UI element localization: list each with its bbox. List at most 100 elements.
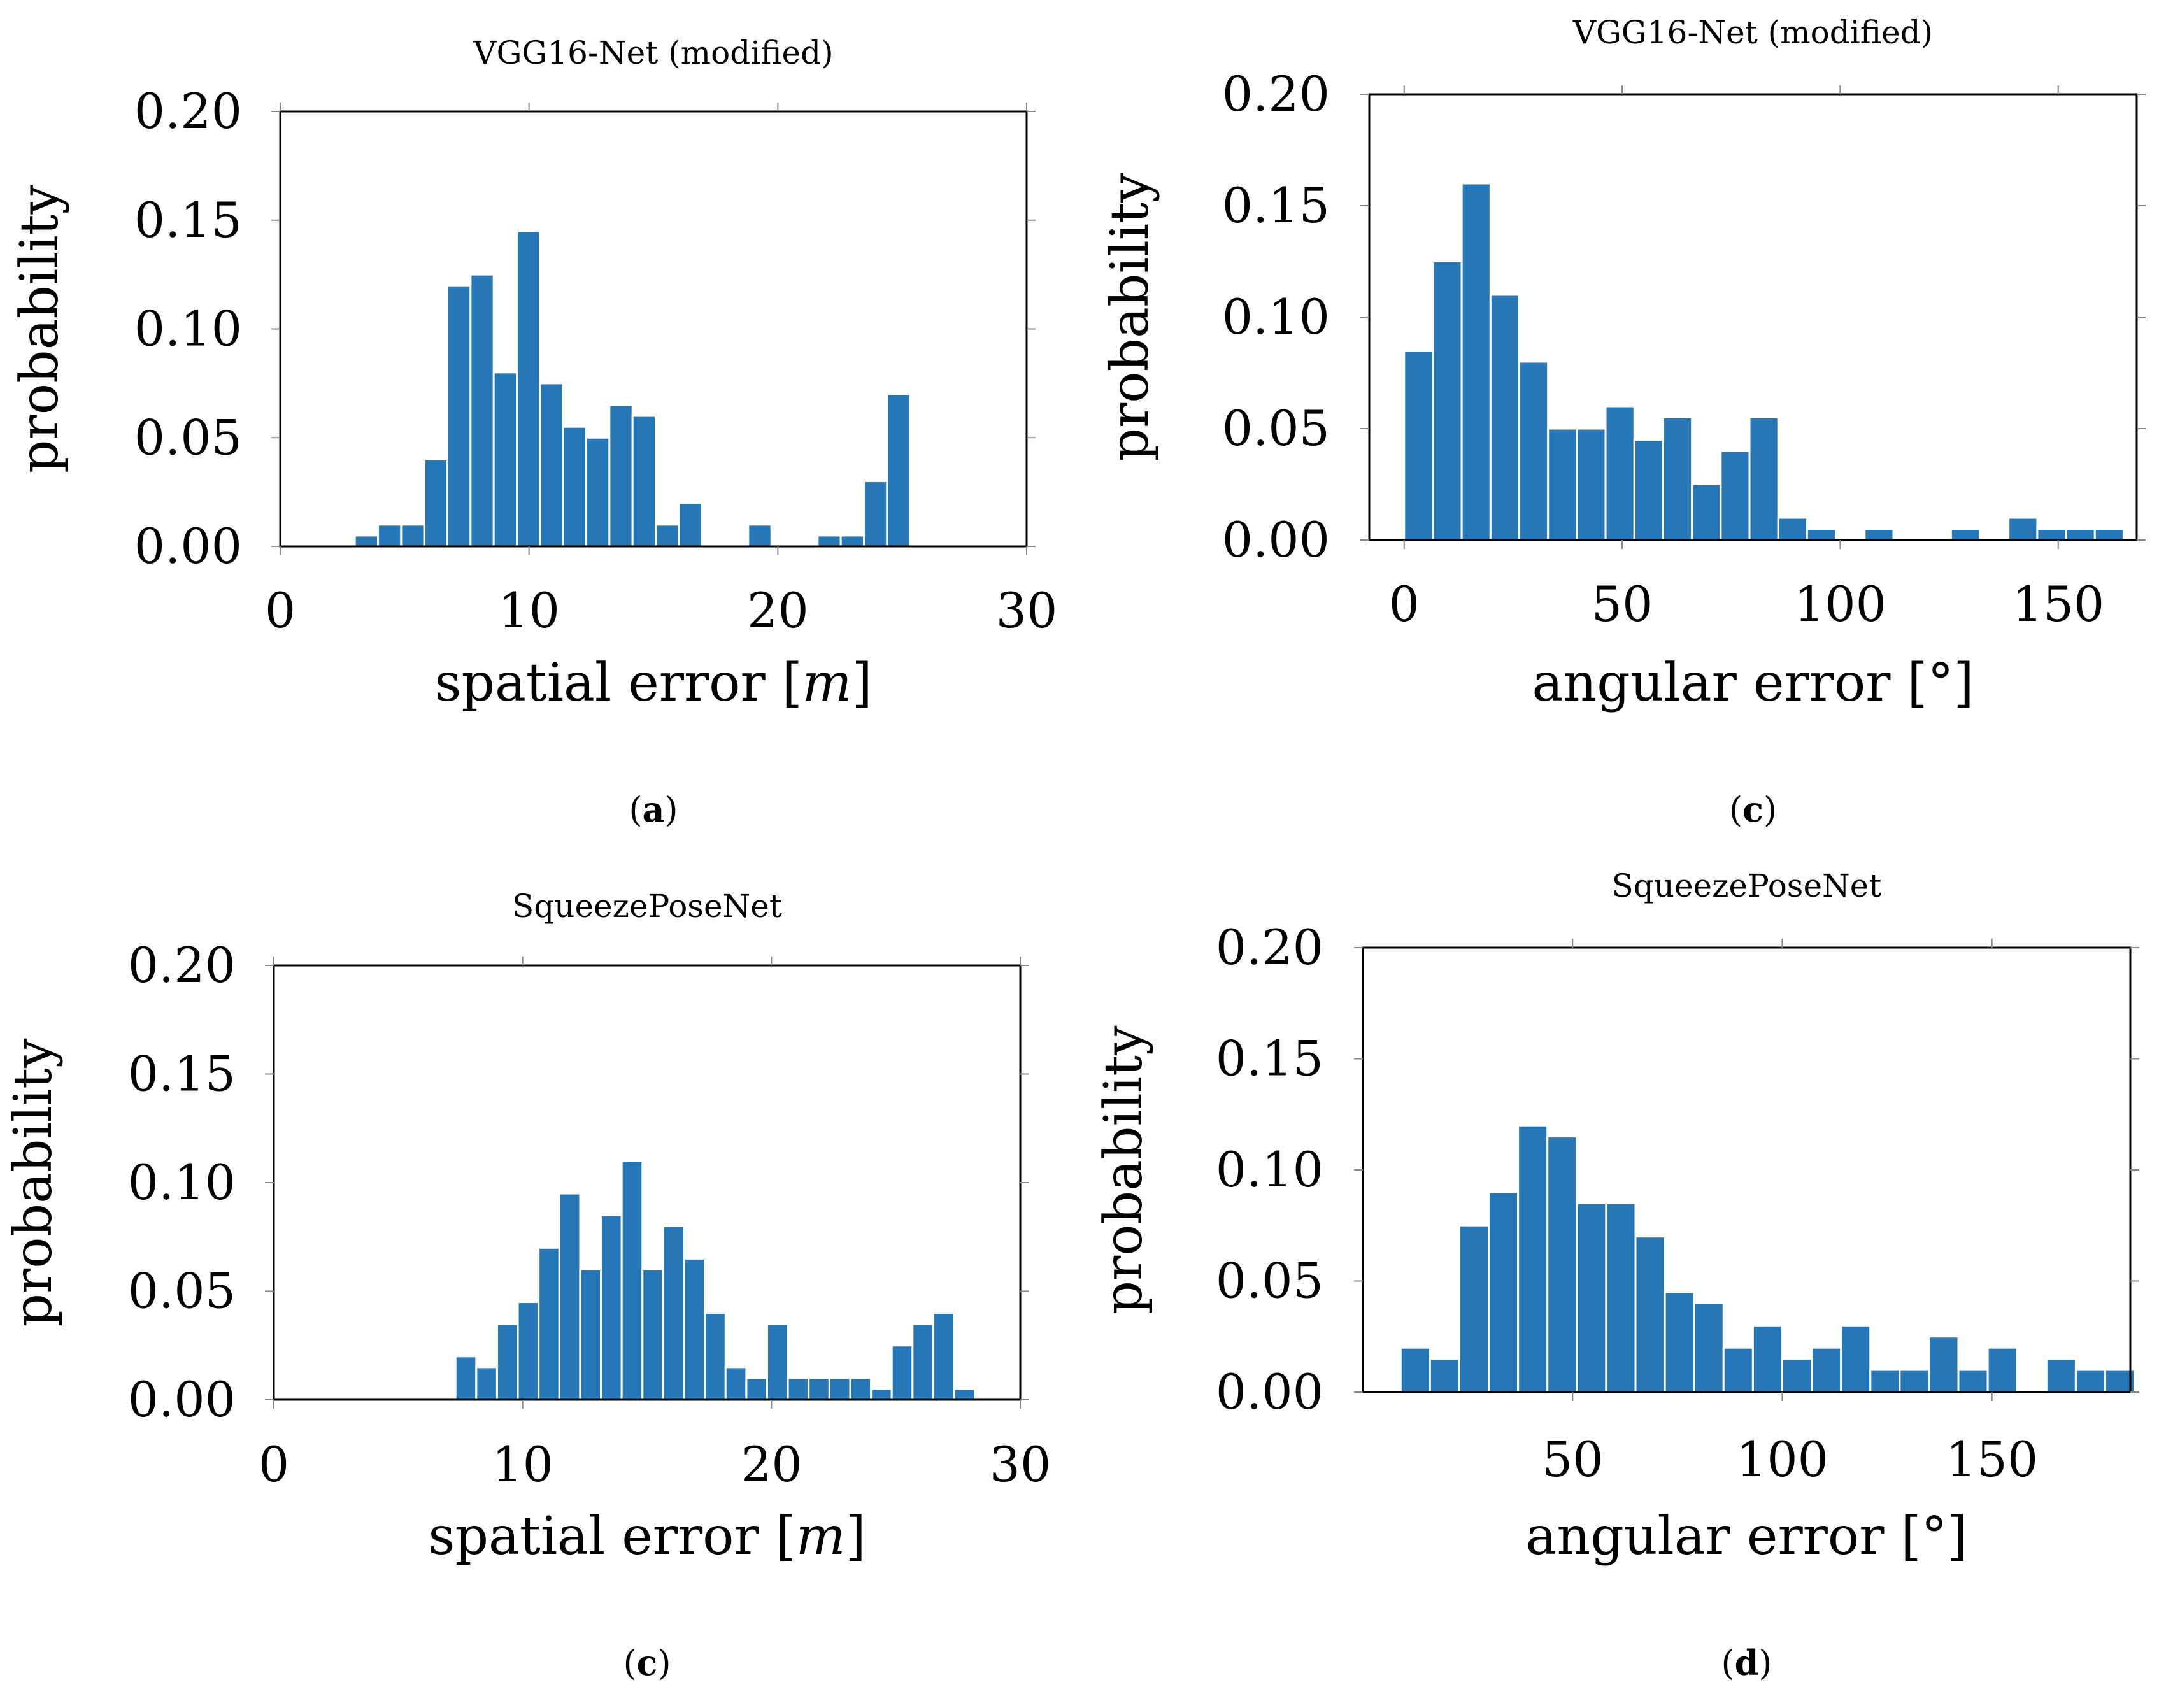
histogram-bar [538,1246,560,1401]
y-tick-label: 0.20 [1222,66,1330,122]
histogram-bar [1605,1202,1637,1393]
x-tick-label: 20 [741,1436,802,1493]
histogram-bar [446,284,472,548]
y-tick-label: 0.00 [134,518,242,574]
chart-panel-2: 0.00 0.05 0.10 0.15 0.20 0 50 100 150 VGG16-Net (… [1100,14,2146,830]
histogram-bar [539,382,564,548]
x-axis-label: angular error [°] [1532,653,1974,713]
histogram-bar [1403,350,1434,541]
caption-letter: c [1742,789,1763,830]
x-axis-label: spatial error [m] [434,653,872,713]
y-tick-label: 0.20 [134,83,242,139]
y-tick-label: 0.20 [1216,919,1323,976]
histogram-bar [495,1323,519,1401]
y-tick-label: 0.05 [134,409,242,466]
caption-close-paren: ) [1763,790,1777,830]
caption-letter: d [1735,1642,1759,1683]
y-tick-label: 0.05 [128,1263,236,1320]
histogram-bar [911,1323,934,1401]
x-tick-label: 50 [1542,1431,1604,1488]
histogram-bar [562,425,588,548]
x-axis-label-text: spatial error [ [434,653,802,713]
histogram-bar [662,1225,685,1401]
histogram-bar [631,415,657,548]
histogram-bar [2093,528,2125,541]
histogram-bar [2065,528,2096,541]
x-axis-label-bracket: ] [852,653,873,713]
histogram-bar [492,371,518,548]
histogram-bar [849,1377,873,1401]
histogram-bar [932,1312,955,1401]
histogram-bar [1748,416,1779,541]
chart-title: VGG16-Net (modified) [473,34,833,71]
histogram-bar [766,1323,789,1401]
histogram-bar [454,1355,478,1401]
histogram-bar [1488,1191,1520,1393]
x-tick-label: 0 [1389,576,1420,632]
histogram-bar [890,1344,914,1401]
histogram-bar [1517,1124,1549,1393]
y-tick-label: 0.10 [1216,1141,1323,1198]
chart-panel-1: 0.00 0.05 0.10 0.15 0.20 0 10 20 30 VGG16-Net (mo… [10,34,1057,830]
histogram-bar [608,404,634,548]
caption-close-paren: ) [1758,1643,1772,1683]
x-axis-label: spatial error [m] [428,1506,866,1567]
histogram-bar [1949,528,1981,541]
histogram-bar [828,1377,851,1401]
chart-title: SqueezePoseNet [512,888,782,925]
y-tick-label: 0.15 [128,1046,236,1102]
x-axis-label-unit: m [796,1506,846,1567]
histogram-bar [787,1377,810,1401]
histogram-bar [886,393,911,548]
histogram-bar [683,1257,706,1401]
histogram-bar [1777,516,1808,541]
caption-open-paren: ( [1729,790,1742,830]
panel-caption: (c) [623,1642,671,1683]
x-axis-label-bracket: ] [846,1506,866,1567]
caption-letter: a [643,789,665,830]
histogram-bar [1604,405,1635,541]
histogram-bar [1957,1369,1989,1393]
x-tick-label: 100 [1794,576,1886,632]
histogram-bar [1899,1369,1930,1393]
histogram-bar [1458,1224,1490,1393]
histogram-bar [1869,1369,1901,1393]
y-tick-label: 0.20 [128,937,236,993]
chart-title: SqueezePoseNet [1612,867,1882,904]
histogram-bar [863,480,888,548]
histogram-bar [1634,1235,1666,1393]
histogram-bar [517,1301,540,1401]
x-tick-label: 0 [259,1436,289,1493]
histogram-bar [579,1268,602,1401]
histogram-bar [585,436,611,548]
x-axis-label-text: spatial error [ [428,1506,795,1567]
histogram-bar [516,230,541,548]
y-tick-label: 0.15 [134,192,242,248]
histogram-bar [1986,1346,2018,1393]
histogram-bar [1633,439,1664,541]
histogram-bar [641,1268,664,1401]
histogram-bar [469,273,495,548]
histogram-bar [2036,528,2067,541]
histogram-bar [1518,360,1550,541]
histogram-bar [1720,450,1751,541]
caption-open-paren: ( [1721,1643,1735,1683]
x-tick-label: 20 [747,582,809,639]
histogram-bar [475,1366,498,1401]
histogram-bar [1662,416,1693,541]
x-axis-label: angular error [°] [1526,1506,1968,1567]
histogram-bar [2045,1358,2077,1393]
histogram-bar [1863,528,1895,541]
y-tick-label: 0.00 [128,1371,236,1428]
x-tick-label: 10 [492,1436,553,1493]
histogram-bar [620,1160,644,1401]
x-tick-label: 10 [498,582,560,639]
y-tick-label: 0.10 [134,301,242,357]
histogram-bar [678,502,703,548]
histogram-bar [1693,1302,1725,1393]
histogram-bar [655,523,680,548]
histogram-bar [1928,1335,1960,1393]
histogram-bar [816,534,842,548]
histogram-bar [1576,1202,1607,1393]
histogram-bar [1840,1324,1872,1393]
